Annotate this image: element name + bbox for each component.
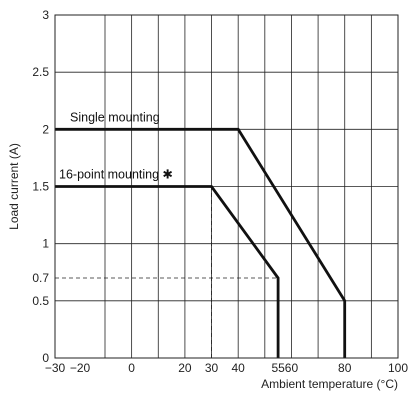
series-line-1 xyxy=(55,127,347,358)
y-tick-label: 0 xyxy=(42,351,49,365)
y-tick-label: 0.5 xyxy=(32,294,49,308)
y-axis-label: Load current (A) xyxy=(7,143,21,230)
series-labels: Single mounting 16-point mounting ✱ xyxy=(59,110,173,181)
y-tick-label: 1 xyxy=(42,237,49,251)
series-label-1: Single mounting xyxy=(70,110,160,124)
y-tick-labels: 0 0.5 0.7 1 1.5 2 2.5 3 xyxy=(32,8,49,365)
y-tick-label: 1.5 xyxy=(32,180,49,194)
x-tick-label: 80 xyxy=(338,361,352,375)
series-label-2: 16-point mounting ✱ xyxy=(59,168,173,182)
plot-frame xyxy=(54,14,399,359)
x-tick-label: 0 xyxy=(128,361,135,375)
y-tick-label: 0.7 xyxy=(32,271,49,285)
x-tick-label: −20 xyxy=(70,361,91,375)
series-lines xyxy=(55,127,347,358)
series-line-2 xyxy=(55,185,280,358)
x-tick-label: 100 xyxy=(388,361,408,375)
x-tick-label: 55 xyxy=(271,361,285,375)
y-tick-label: 3 xyxy=(42,8,49,22)
x-tick-label: 30 xyxy=(205,361,219,375)
x-tick-label: −30 xyxy=(45,361,66,375)
x-axis-label: Ambient temperature (°C) xyxy=(261,377,398,391)
x-tick-labels: −30 −20 0 20 30 40 55 60 80 100 xyxy=(45,361,409,375)
y-tick-label: 2 xyxy=(42,122,49,136)
x-tick-label: 40 xyxy=(232,361,246,375)
x-tick-label: 20 xyxy=(178,361,192,375)
reference-lines xyxy=(55,186,279,358)
x-tick-label: 60 xyxy=(285,361,299,375)
y-tick-label: 2.5 xyxy=(32,65,49,79)
